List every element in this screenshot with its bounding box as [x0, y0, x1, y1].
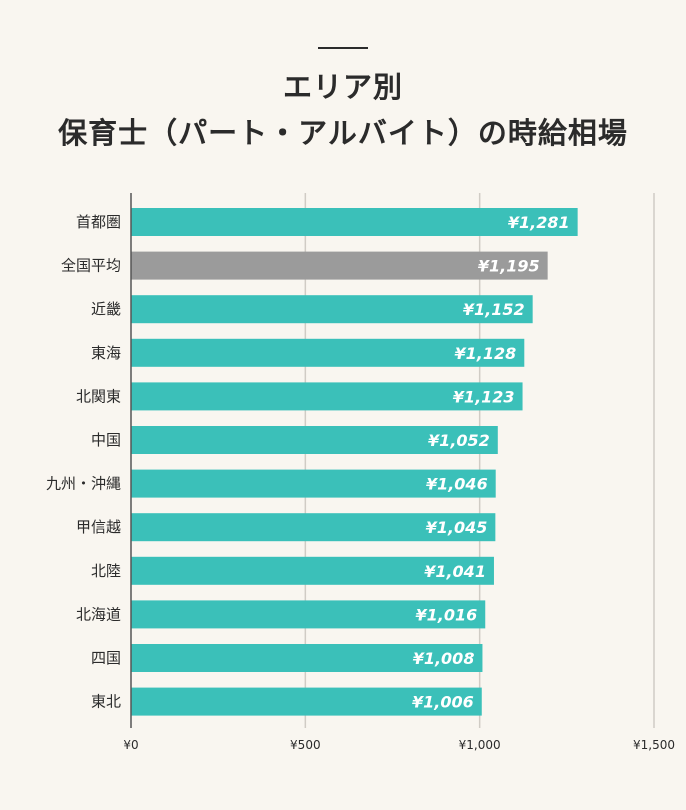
- bar: [131, 600, 486, 629]
- bar: [131, 426, 498, 454]
- bar: [131, 687, 482, 716]
- category-label: 東海: [91, 344, 121, 362]
- bar-value-label: ¥1,008: [413, 649, 475, 668]
- category-label: 九州・沖縄: [46, 475, 121, 493]
- bar-value-label: ¥1,052: [428, 431, 490, 450]
- chart-title: エリア別 保育士（パート・アルバイト）の時給相場: [0, 64, 686, 156]
- bar-value-label: ¥1,195: [478, 257, 540, 276]
- x-tick-label: ¥0: [123, 738, 138, 752]
- bar: [131, 513, 496, 542]
- bar-value-label: ¥1,016: [415, 605, 477, 624]
- bar-value-label: ¥1,046: [426, 475, 488, 494]
- category-label: 東北: [91, 693, 121, 711]
- category-label: 北関東: [76, 387, 121, 405]
- bar-value-label: ¥1,006: [412, 693, 474, 712]
- category-label: 首都圏: [76, 213, 121, 231]
- bar: [131, 295, 533, 324]
- bar-value-label: ¥1,152: [463, 300, 525, 319]
- bar: [131, 338, 525, 367]
- category-label: 北陸: [91, 562, 121, 580]
- bar-value-label: ¥1,123: [453, 387, 515, 406]
- bar-value-label: ¥1,041: [424, 562, 486, 581]
- bar: [131, 644, 483, 672]
- x-tick-label: ¥500: [290, 738, 321, 752]
- bar: [131, 382, 523, 411]
- category-label: 四国: [91, 649, 121, 667]
- x-tick-label: ¥1,000: [459, 738, 501, 752]
- bar: [131, 208, 578, 236]
- chart-title-line1: エリア別: [282, 70, 403, 104]
- x-tick-label: ¥1,500: [633, 738, 675, 752]
- title-rule: [318, 47, 368, 49]
- bar-value-label: ¥1,045: [426, 518, 488, 537]
- bar: [131, 556, 494, 585]
- category-label: 甲信越: [76, 518, 121, 536]
- bar: [131, 469, 496, 498]
- bar: [131, 251, 548, 280]
- chart-title-line2: 保育士（パート・アルバイト）の時給相場: [58, 116, 628, 150]
- category-label: 全国平均: [61, 257, 121, 275]
- category-label: 近畿: [91, 300, 121, 318]
- bar-value-label: ¥1,281: [508, 213, 570, 232]
- bar-value-label: ¥1,128: [455, 344, 517, 363]
- category-label: 北海道: [76, 605, 121, 623]
- category-label: 中国: [91, 431, 121, 449]
